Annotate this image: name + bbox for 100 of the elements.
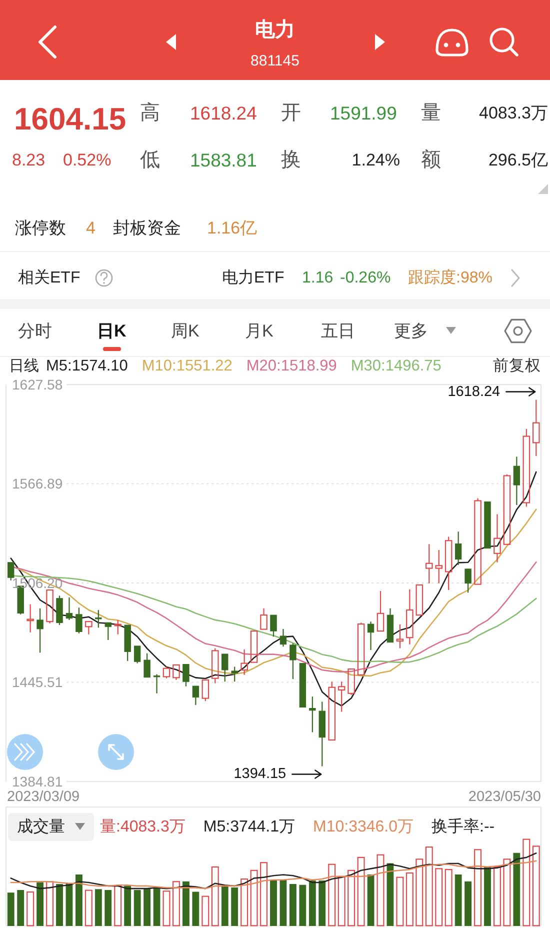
annotation: 8.23 [12, 150, 46, 170]
bar [240, 878, 248, 926]
candlestick [66, 596, 73, 620]
candlestick [299, 663, 306, 708]
candlestick [222, 654, 228, 682]
title: 电力 [255, 19, 295, 41]
candlestick [95, 609, 102, 628]
bar [513, 852, 520, 926]
candlestick [454, 531, 462, 566]
candlestick [522, 428, 530, 508]
candlestick [484, 501, 491, 549]
bar [435, 868, 443, 926]
annotation: 2023/05/30 [468, 789, 541, 805]
bar [416, 858, 424, 926]
annotation: 跟踪度:98% [408, 270, 492, 286]
bar [231, 887, 238, 926]
annotation: 296.5亿 [488, 150, 548, 170]
candlestick [240, 648, 248, 676]
bar [464, 881, 472, 926]
candlestick [396, 624, 404, 649]
candlestick [231, 666, 238, 682]
candlestick [416, 584, 424, 616]
bar [444, 868, 452, 926]
annotation: 日K [97, 322, 126, 340]
bar [290, 884, 296, 926]
annotation: 1394.15 [234, 766, 286, 782]
bar [484, 866, 491, 926]
candlestick [494, 514, 501, 563]
annotation: -0.26% [340, 270, 391, 286]
annotation: 1.16亿 [207, 218, 258, 238]
bar [318, 880, 326, 926]
bar [134, 890, 141, 926]
bar [84, 890, 92, 926]
bar [260, 862, 268, 926]
bar [26, 891, 34, 926]
candlestick [250, 630, 258, 663]
bar [357, 856, 365, 926]
bar [94, 889, 102, 926]
bar [406, 872, 414, 926]
annotation: 1604.15 [14, 102, 126, 136]
bar [348, 870, 356, 926]
bar [328, 864, 336, 926]
candlestick [406, 588, 414, 645]
candlestick [26, 604, 34, 633]
annotation: 0.52% [63, 150, 112, 170]
annotation: 涨停数 [15, 218, 66, 238]
bar [7, 892, 14, 926]
bar [221, 886, 228, 926]
bar [46, 881, 54, 926]
bar [396, 876, 404, 926]
annotation: 1618.24 [190, 102, 257, 124]
annotation: 封板资金 [113, 218, 181, 238]
annotation: 高 [140, 102, 160, 124]
annotation: 更多 [394, 322, 428, 340]
bar [299, 884, 306, 926]
bar [104, 890, 112, 926]
bar [376, 854, 384, 926]
candlestick [532, 399, 540, 457]
annotation: 额 [421, 149, 441, 171]
bar [386, 863, 394, 926]
annotation: 开 [281, 102, 301, 124]
candlestick [367, 621, 374, 651]
candlestick [386, 608, 394, 643]
bar [454, 874, 462, 926]
bar [17, 890, 24, 926]
candlestick [104, 622, 112, 641]
title: 成交量 [17, 818, 65, 836]
candlestick [36, 608, 44, 654]
annotation: 分时 [18, 322, 52, 340]
annotation: 1.24% [352, 150, 400, 170]
candlestick [260, 608, 268, 630]
candlestick [444, 536, 452, 591]
bar [522, 838, 530, 926]
annotation: 1618.24 [448, 384, 500, 400]
bar [172, 881, 180, 926]
annotation: 2023/03/09 [7, 789, 80, 805]
title: 日线 [9, 358, 39, 374]
candlestick [309, 696, 316, 733]
annotation: 量 [421, 102, 441, 124]
annotation: 换 [281, 149, 301, 171]
annotation: 电力ETF [222, 270, 284, 286]
annotation: 1591.99 [330, 102, 397, 124]
candlestick [124, 624, 131, 662]
bar [144, 888, 150, 926]
candlestick [435, 549, 443, 584]
annotation: 相关ETF [18, 270, 80, 286]
bar [270, 880, 277, 926]
bar [308, 880, 316, 926]
bar [56, 884, 63, 926]
candlestick [425, 544, 433, 584]
candlestick [464, 568, 472, 594]
annotation: 周K [171, 322, 200, 340]
annotation: 低 [140, 149, 160, 171]
bar [202, 896, 210, 926]
subtitle: 881145 [250, 52, 300, 70]
bar [280, 880, 287, 926]
bar [250, 870, 258, 926]
annotation: 换手率:-- [432, 818, 495, 836]
candlestick [290, 642, 296, 680]
bar [493, 866, 501, 926]
